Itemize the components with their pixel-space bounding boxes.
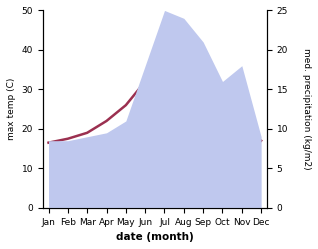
Y-axis label: med. precipitation (kg/m2): med. precipitation (kg/m2): [302, 48, 311, 170]
X-axis label: date (month): date (month): [116, 232, 194, 242]
Y-axis label: max temp (C): max temp (C): [7, 78, 16, 140]
